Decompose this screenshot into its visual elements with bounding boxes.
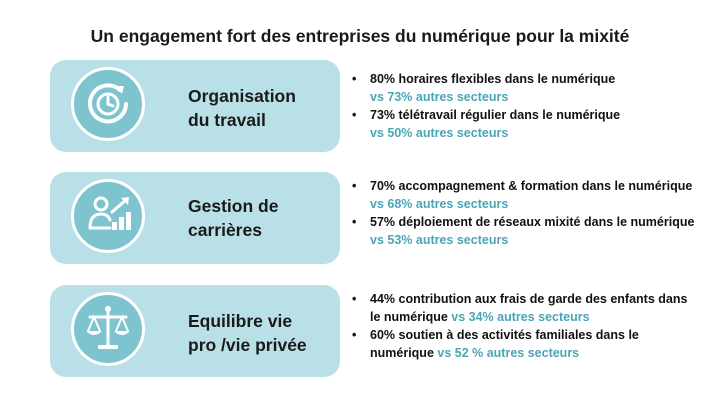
section-equilibre-bullets: • 44% contribution aux frais de garde de… (352, 290, 720, 362)
list-item: • 57% déploiement de réseaux mixité dans… (352, 215, 695, 247)
bullet-dot: • (352, 292, 357, 306)
bullet-dot: • (352, 328, 357, 342)
list-item: • 73% télétravail régulier dans le numér… (352, 108, 621, 140)
icon-badge (71, 67, 145, 141)
icon-badge (71, 292, 145, 366)
list-item: • 60% soutien à des activités familiales… (352, 328, 639, 360)
section-equilibre: Equilibre vie pro /vie privée (50, 285, 340, 377)
section-carrieres: Gestion de carrières (50, 172, 340, 264)
section-label: Gestion de carrières (188, 196, 279, 240)
icon-badge (71, 179, 145, 253)
list-item: • 70% accompagnement & formation dans le… (352, 179, 693, 211)
list-item: • 80% horaires flexibles dans le numériq… (352, 72, 616, 104)
bullet-dot: • (352, 108, 357, 122)
section-label: Organisation du travail (188, 86, 296, 130)
page-title: Un engagement fort des entreprises du nu… (90, 26, 630, 46)
balance-scale-icon (86, 306, 130, 349)
section-carrieres-bullets: • 70% accompagnement & formation dans le… (352, 177, 720, 249)
bullet-dot: • (352, 179, 357, 193)
section-organisation-bullets: • 80% horaires flexibles dans le numériq… (352, 70, 720, 142)
section-label: Equilibre vie pro /vie privée (188, 311, 307, 355)
section-organisation: Organisation du travail (50, 60, 340, 152)
career-growth-icon (88, 196, 131, 230)
bullet-dot: • (352, 215, 357, 229)
clock-refresh-icon (88, 83, 128, 124)
list-item: • 44% contribution aux frais de garde de… (352, 292, 688, 324)
bullet-dot: • (352, 72, 357, 86)
